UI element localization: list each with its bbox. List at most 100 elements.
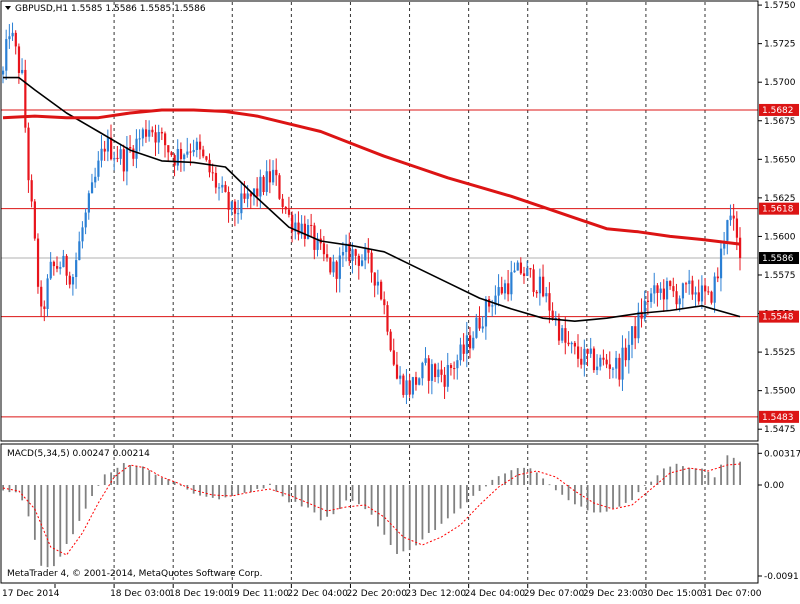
candle-body — [278, 175, 281, 199]
level-label-box — [759, 202, 799, 215]
candle-body — [491, 305, 494, 307]
candle-body — [351, 249, 354, 261]
candle-body — [154, 132, 157, 143]
macd-bar — [332, 485, 335, 515]
macd-y-tick-label: 0.00 — [764, 481, 784, 491]
macd-bar — [357, 485, 360, 505]
candle-body — [300, 223, 303, 235]
candle-body — [538, 276, 542, 294]
price-panel-frame — [0, 0, 759, 442]
macd-bar — [294, 485, 297, 502]
candle-body — [62, 255, 65, 268]
macd-bar — [154, 474, 157, 485]
y-tick-label: 1.5725 — [764, 40, 796, 50]
candle-body — [224, 184, 227, 192]
candle-body — [522, 273, 526, 277]
macd-bar — [650, 481, 653, 485]
candle-body — [284, 206, 287, 210]
macd-bar — [8, 485, 11, 493]
candle-body — [446, 365, 449, 387]
candle-body — [129, 147, 132, 149]
macd-bar — [389, 485, 392, 545]
macd-bar — [567, 485, 570, 501]
candle-body — [430, 364, 434, 381]
current-price-label: 1.5586 — [762, 254, 794, 264]
candle-body — [376, 281, 380, 286]
macd-bar — [84, 485, 87, 509]
macd-label: MACD(5,34,5) — [7, 449, 70, 459]
level-label: 1.5483 — [762, 413, 794, 423]
macd-bar — [542, 478, 545, 485]
macd-bar — [377, 485, 379, 527]
x-tick-label: 24 Dec 04:00 — [465, 589, 526, 599]
candle-body — [399, 375, 402, 379]
candle-body — [735, 218, 739, 238]
candle-body — [576, 346, 580, 359]
macd-bar — [33, 485, 36, 540]
candle-body — [659, 288, 662, 293]
x-tick-label: 29 Dec 23:00 — [583, 589, 644, 599]
macd-bar — [91, 485, 93, 497]
candle-body — [71, 277, 75, 285]
candle-body — [545, 293, 548, 297]
macd-bar — [472, 485, 475, 496]
candle-body — [246, 193, 249, 199]
candle-body — [294, 222, 297, 232]
candle-body — [605, 359, 608, 365]
candle-body — [262, 176, 265, 193]
candle-body — [640, 311, 643, 319]
macd-bar — [574, 485, 576, 505]
candle-body — [599, 357, 602, 367]
candle-body — [221, 184, 224, 188]
candle-body — [611, 368, 615, 370]
macd-bar — [78, 485, 81, 521]
candle-body — [627, 344, 631, 361]
macd-bar — [612, 485, 614, 509]
candle-body — [87, 193, 90, 213]
candle-body — [700, 285, 704, 302]
x-tick-label: 29 Dec 07:00 — [524, 589, 585, 599]
y-tick-label: 1.5625 — [764, 194, 796, 204]
macd-bar — [682, 466, 684, 485]
candle-body — [564, 328, 567, 343]
candle-body — [532, 269, 535, 292]
candle-body — [723, 240, 726, 249]
macd-bar — [446, 485, 449, 519]
candle-body — [30, 180, 33, 202]
candle-body — [132, 148, 135, 159]
symbol-label: GBPUSD,H1 — [15, 4, 69, 14]
candle-body — [227, 191, 230, 210]
candle-body — [440, 369, 443, 375]
triangle-down-icon[interactable] — [5, 6, 11, 10]
y-tick-label: 1.5525 — [764, 348, 796, 358]
macd-bar — [510, 470, 513, 485]
macd-bar — [224, 485, 227, 498]
macd-panel-frame — [0, 443, 759, 584]
candle-body — [526, 268, 529, 277]
candle-body — [2, 70, 5, 75]
macd-bar — [110, 472, 113, 485]
macd-bar — [173, 481, 176, 485]
candle-body — [367, 249, 370, 253]
candle-body — [688, 280, 691, 284]
candle-body — [548, 293, 551, 311]
candle-body — [726, 220, 729, 241]
candle-body — [138, 138, 141, 140]
candle-body — [211, 172, 214, 174]
candle-body — [653, 285, 656, 294]
candle-body — [589, 348, 592, 354]
macd-bar — [618, 485, 621, 507]
macd-bar — [230, 485, 233, 496]
candle-body — [405, 380, 408, 395]
candle-body — [716, 276, 719, 279]
candle-body — [535, 291, 538, 294]
candle-body — [364, 249, 367, 261]
macd-bar — [281, 485, 284, 497]
candle-body — [195, 141, 198, 150]
macd-bar — [27, 485, 30, 517]
macd-bar — [408, 485, 411, 551]
candle-body — [646, 300, 650, 302]
candle-body — [513, 270, 516, 273]
